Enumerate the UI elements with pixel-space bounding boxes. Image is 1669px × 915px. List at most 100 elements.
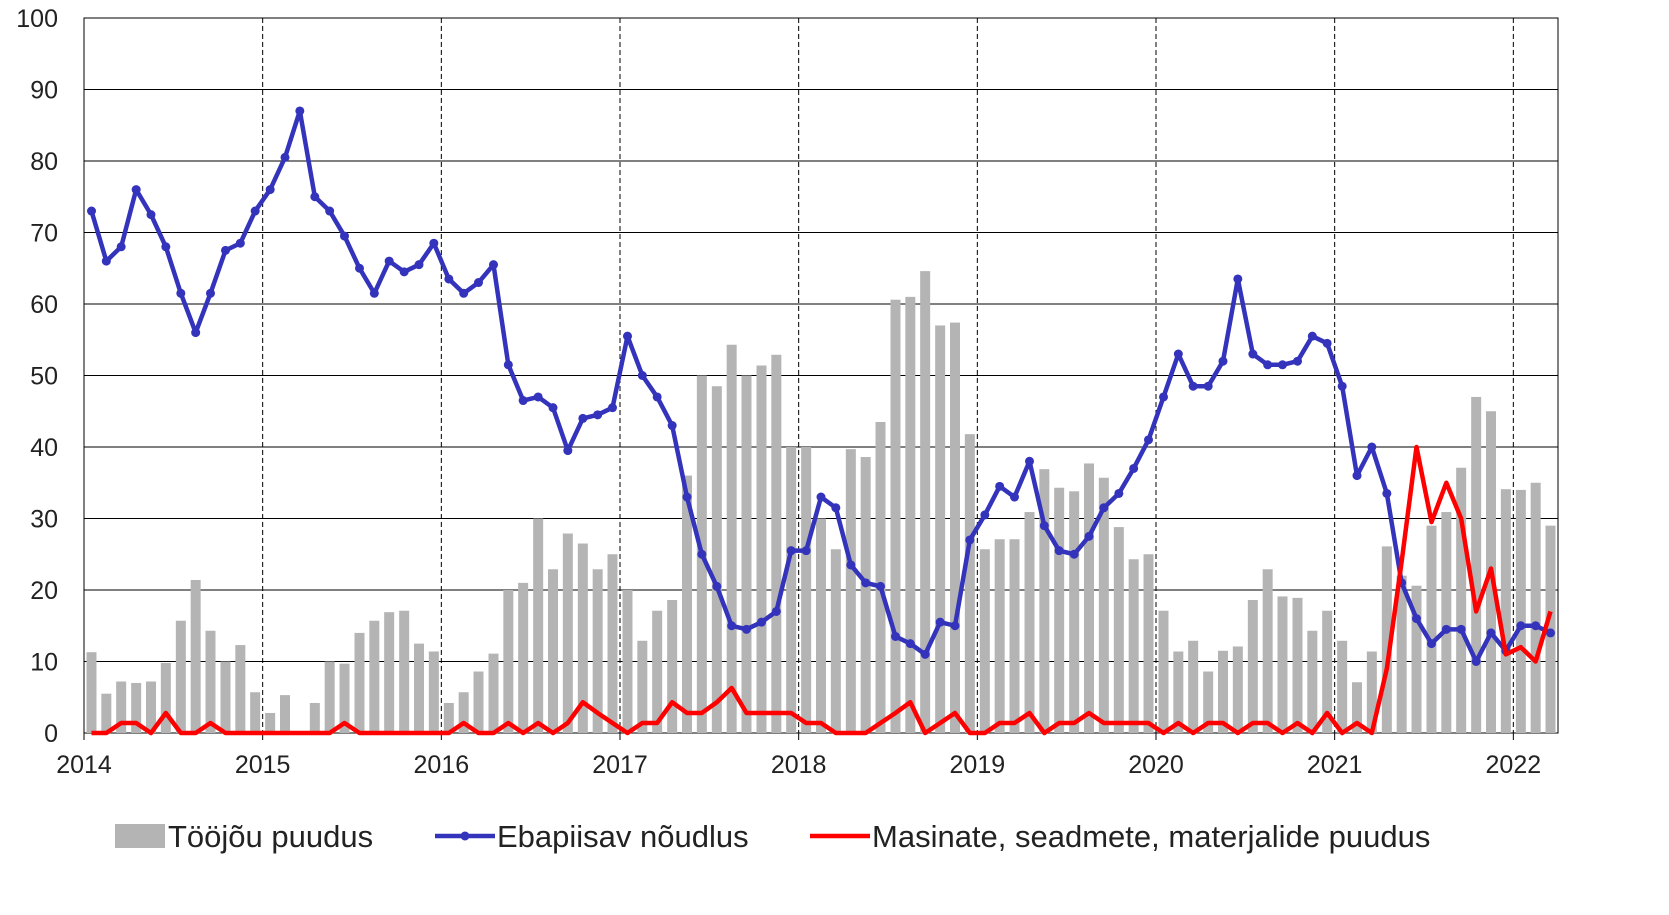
bar xyxy=(607,554,618,733)
legend-swatch xyxy=(115,824,165,848)
bar xyxy=(131,682,142,733)
marker xyxy=(399,267,409,277)
x-tick-label: 2020 xyxy=(1128,751,1184,779)
legend-label: Ebapiisav nõudlus xyxy=(497,819,749,854)
bar xyxy=(265,712,276,733)
bar xyxy=(1218,650,1228,733)
marker xyxy=(325,206,335,216)
bar xyxy=(801,447,812,733)
legend-label: Tööjõu puudus xyxy=(168,819,373,854)
y-tick-label: 40 xyxy=(30,434,58,462)
marker xyxy=(1099,503,1109,513)
bar xyxy=(816,518,826,733)
y-tick-label: 70 xyxy=(30,220,58,248)
marker xyxy=(1263,360,1273,370)
y-tick-label: 90 xyxy=(30,77,58,105)
marker xyxy=(384,256,394,266)
y-tick-label: 100 xyxy=(16,5,58,33)
bar xyxy=(160,662,171,733)
bar xyxy=(1009,539,1020,733)
marker xyxy=(980,510,990,520)
bar xyxy=(414,643,424,733)
bar xyxy=(503,590,514,733)
bar xyxy=(1500,489,1511,733)
marker xyxy=(1486,628,1496,638)
marker xyxy=(578,413,588,423)
bar xyxy=(86,652,97,733)
marker xyxy=(131,185,141,195)
marker xyxy=(801,546,811,556)
bar xyxy=(250,692,261,733)
bar xyxy=(1426,525,1437,733)
bar xyxy=(1292,597,1303,733)
marker xyxy=(1159,392,1169,402)
bar xyxy=(116,681,127,733)
marker xyxy=(101,256,111,266)
marker xyxy=(1054,546,1064,556)
bar xyxy=(905,296,916,733)
bar xyxy=(280,695,290,733)
line xyxy=(91,444,1553,736)
marker xyxy=(548,403,558,413)
bar xyxy=(920,271,931,733)
marker xyxy=(1441,624,1451,634)
marker xyxy=(965,535,975,545)
bar xyxy=(1113,527,1124,733)
marker xyxy=(682,492,692,502)
marker xyxy=(652,392,662,402)
marker xyxy=(697,549,707,559)
bar xyxy=(1232,646,1243,733)
bar xyxy=(1352,682,1362,733)
bar xyxy=(548,569,558,733)
y-tick-label: 80 xyxy=(30,148,58,176)
bar xyxy=(1247,600,1258,733)
bar xyxy=(1188,640,1199,733)
marker xyxy=(1427,639,1437,649)
bar xyxy=(875,421,886,733)
marker xyxy=(1337,381,1347,391)
marker xyxy=(533,392,543,402)
marker xyxy=(1456,624,1466,634)
marker xyxy=(875,581,885,591)
marker xyxy=(250,206,260,216)
marker xyxy=(831,503,841,513)
bar xyxy=(473,671,484,733)
marker xyxy=(1293,356,1303,366)
marker xyxy=(473,278,483,288)
bar xyxy=(950,322,960,733)
bar xyxy=(711,386,722,733)
marker xyxy=(607,403,617,413)
bar xyxy=(488,653,499,733)
marker xyxy=(1114,488,1124,498)
marker xyxy=(1218,356,1228,366)
marker xyxy=(1248,349,1258,359)
bar xyxy=(369,620,380,733)
marker xyxy=(861,578,871,588)
marker xyxy=(310,192,320,202)
bar xyxy=(1039,469,1050,733)
marker xyxy=(1188,381,1198,391)
x-tick-label: 2022 xyxy=(1486,751,1542,779)
bar xyxy=(771,354,782,733)
legend-marker xyxy=(460,831,470,841)
bar xyxy=(518,582,529,733)
bar xyxy=(399,610,410,733)
x-tick-label: 2021 xyxy=(1307,751,1363,779)
bar xyxy=(741,375,752,733)
x-tick-label: 2018 xyxy=(771,751,827,779)
marker xyxy=(1471,657,1481,666)
marker xyxy=(518,396,528,406)
marker xyxy=(741,624,751,634)
marker xyxy=(280,152,290,162)
bar xyxy=(1069,491,1080,733)
bar xyxy=(592,569,603,733)
marker xyxy=(1367,442,1377,452)
y-tick-label: 50 xyxy=(30,363,58,391)
bar xyxy=(1411,585,1422,733)
bar xyxy=(994,539,1005,733)
y-tick-label: 20 xyxy=(30,577,58,605)
y-tick-label: 30 xyxy=(30,506,58,534)
bar xyxy=(860,457,871,733)
bar xyxy=(1337,640,1348,733)
